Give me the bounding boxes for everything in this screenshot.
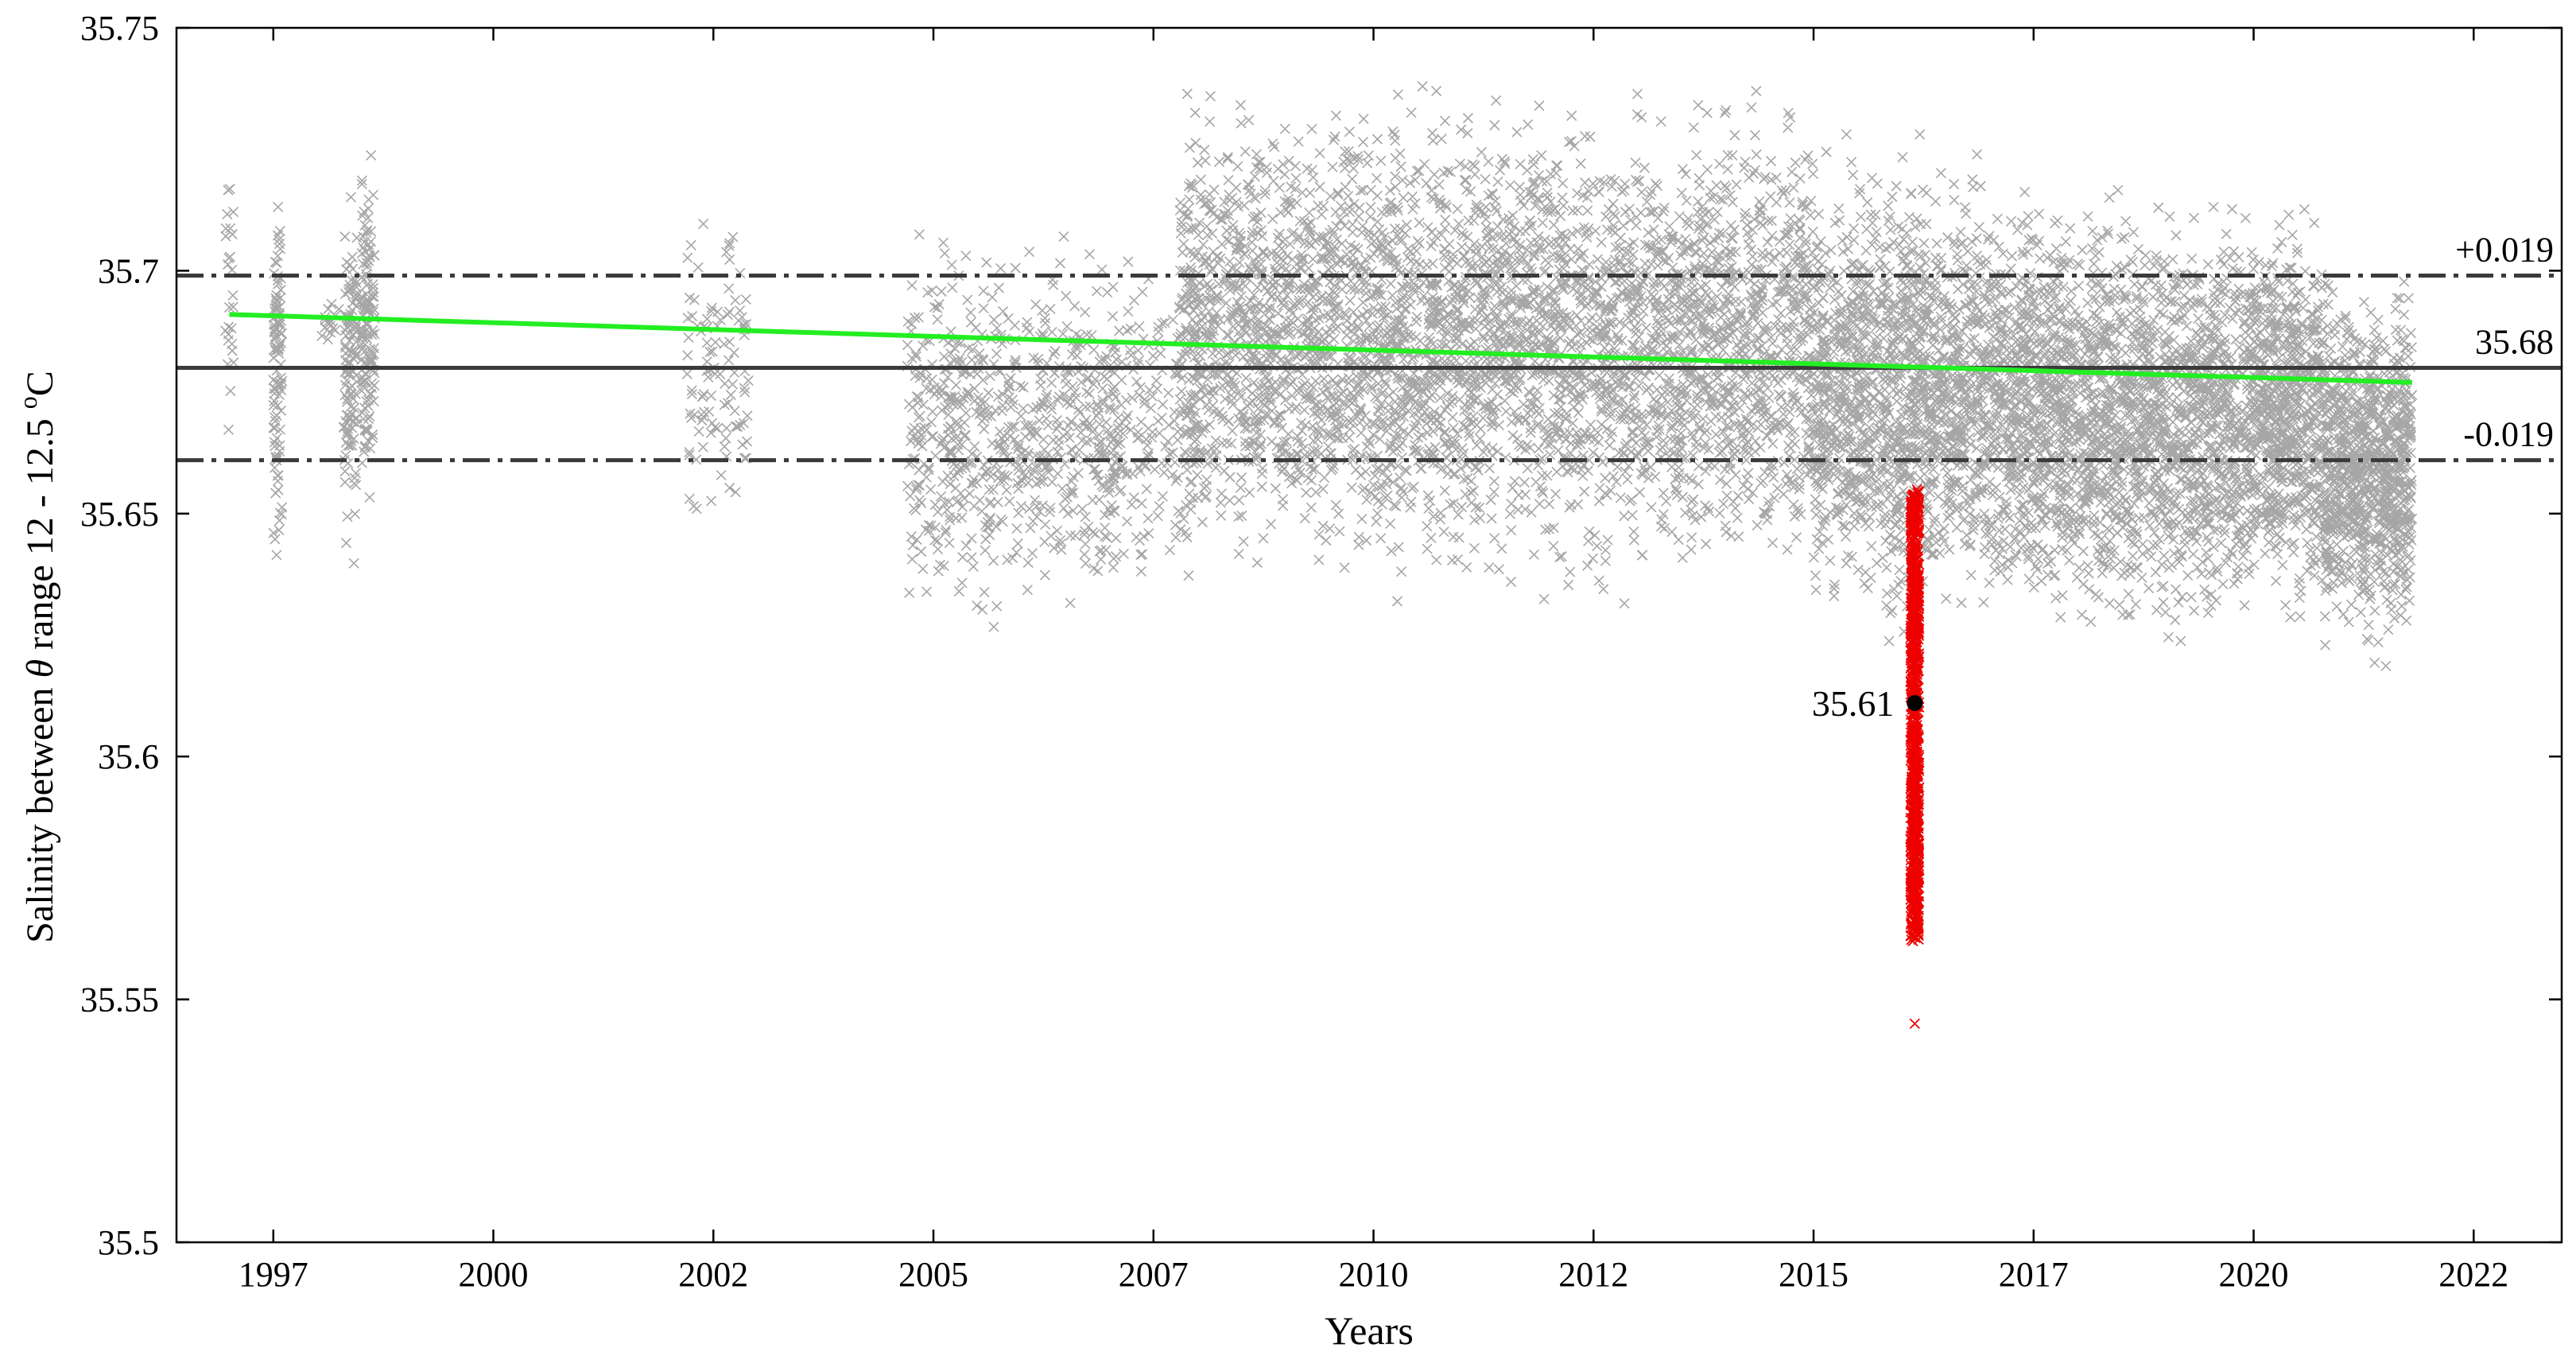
mean-point-label: 35.61 [1812, 683, 1895, 724]
y-tick-label: 35.75 [80, 9, 159, 48]
lower-bound-label: -0.019 [2463, 415, 2554, 454]
annotation-labels-group: 35.68 +0.019 -0.019 35.61 [1812, 231, 2554, 725]
y-axis-label-range: range 12 - 12.5 [19, 409, 61, 659]
x-tick-label: 2015 [1779, 1255, 1849, 1294]
y-axis-label-text: Salinity between [19, 678, 61, 942]
x-tick-label: 2020 [2219, 1255, 2289, 1294]
mean-value-label: 35.68 [2475, 323, 2554, 362]
plot-frame [175, 26, 2563, 1244]
y-axis-label-theta: θ [19, 659, 61, 678]
x-tick-label: 2022 [2438, 1255, 2508, 1294]
y-tick-label: 35.7 [98, 251, 159, 290]
y-tick-label: 35.6 [98, 737, 159, 776]
y-tick-label: 35.65 [80, 495, 159, 534]
y-tick-label: 35.55 [80, 981, 159, 1020]
y-tick-label: 35.5 [98, 1223, 159, 1262]
x-axis-label: Years [1325, 1308, 1414, 1353]
upper-bound-label: +0.019 [2455, 231, 2554, 270]
reference-lines-group [177, 274, 2562, 463]
trend-line [229, 312, 2412, 385]
y-axis-label-degree: o [14, 396, 42, 409]
axis-ticks-group: 35.5 35.55 35.6 35.65 35.7 35.75 1997 2000 2002 2… [80, 9, 2562, 1294]
x-tick-label: 2017 [1999, 1255, 2069, 1294]
y-axis-label: Salinity between θ range 12 - 12.5 oC [14, 371, 61, 942]
x-tick-label: 2005 [898, 1255, 968, 1294]
x-tick-label: 1997 [239, 1255, 308, 1294]
x-tick-label: 2000 [459, 1255, 529, 1294]
x-tick-label: 2007 [1119, 1255, 1189, 1294]
x-tick-label: 2010 [1339, 1255, 1409, 1294]
y-axis-label-unit: C [19, 371, 61, 396]
x-tick-label: 2002 [678, 1255, 748, 1294]
x-tick-label: 2012 [1558, 1255, 1628, 1294]
mean-point [1907, 695, 1923, 712]
